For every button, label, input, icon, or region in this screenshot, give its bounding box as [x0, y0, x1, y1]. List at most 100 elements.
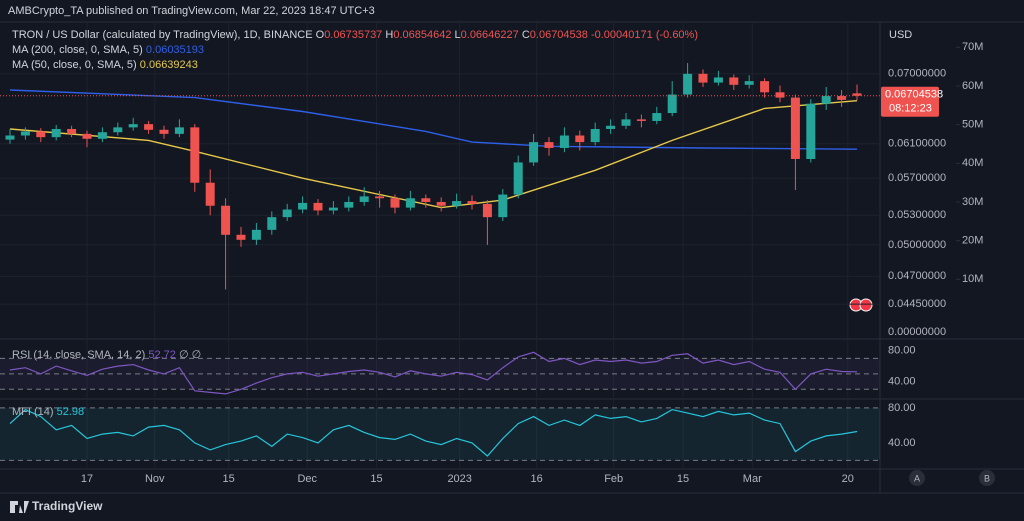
ma-legend: MA (200, close, 0, SMA, 5) 0.06035193: [12, 44, 204, 56]
candle-body: [113, 127, 123, 133]
y-tick-label: 80.00: [888, 345, 916, 357]
y2-tick-label: 70M: [962, 41, 983, 53]
candle-body: [205, 182, 215, 206]
candle-body: [683, 73, 693, 95]
ohlc-value: 0.06646227: [461, 29, 519, 41]
candle-body: [513, 162, 523, 195]
ma-name: MA (200, close, 0, SMA, 5): [12, 44, 143, 56]
y-tick-label: 0.07000000: [888, 68, 946, 80]
candle-body: [298, 202, 308, 210]
indicator-name: RSI (14, close, SMA, 14, 2): [12, 349, 145, 361]
x-tick-label: 20: [842, 473, 854, 485]
candle-body: [36, 131, 46, 138]
y2-tick-label: 30M: [962, 196, 983, 208]
candle-body: [405, 198, 415, 208]
x-tick-label: 15: [677, 473, 689, 485]
y2-tick-label: 60M: [962, 80, 983, 92]
candle-body: [128, 124, 138, 128]
candle-body: [713, 77, 723, 83]
x-tick-label: 17: [81, 473, 93, 485]
price-tag-countdown: 08:12:23: [889, 103, 932, 115]
currency: USD: [889, 29, 912, 41]
candle-body: [221, 205, 231, 235]
ma-legend: MA (50, close, 0, SMA, 5) 0.06639243: [12, 59, 198, 71]
y2-tick-label: 40M: [962, 157, 983, 169]
ohlc-value: 0.06704538: [530, 29, 588, 41]
candle-body: [390, 198, 400, 208]
y-tick-label: 0.05700000: [888, 172, 946, 184]
brand-name: TradingView: [32, 499, 103, 513]
ohlc-label: L: [455, 29, 461, 41]
candle-body: [482, 203, 492, 218]
candle-body: [529, 142, 539, 163]
x-tick-label: Mar: [743, 473, 762, 485]
y-tick-label: 40.00: [888, 375, 916, 387]
candle-body: [267, 217, 277, 230]
candle-body: [652, 113, 662, 121]
ma-name: MA (50, close, 0, SMA, 5): [12, 59, 137, 71]
indicator-name: MFI (14): [12, 406, 54, 418]
candle-body: [174, 127, 184, 134]
candle-body: [144, 124, 154, 130]
candle-body: [190, 127, 200, 183]
price-tag-value: 0.06704538: [885, 89, 943, 101]
x-tick-label: 15: [370, 473, 382, 485]
candle-body: [20, 131, 30, 136]
candle-body: [251, 229, 261, 240]
candle-body: [359, 196, 369, 202]
indicator-line: [9, 351, 858, 395]
x-tick-label: Dec: [297, 473, 317, 485]
candle-body: [159, 129, 169, 134]
x-tick-label: 16: [531, 473, 543, 485]
change-label: (-0.60%): [656, 29, 698, 41]
ma-line: [9, 89, 858, 150]
candle-body: [559, 135, 569, 148]
change: -0.00040171: [591, 29, 653, 41]
candle-body: [621, 119, 631, 126]
brand: TradingView: [10, 499, 103, 513]
candle-body: [575, 135, 585, 143]
y-tick-label: 0.04700000: [888, 270, 946, 282]
flag-icon: [859, 298, 873, 312]
scale-button[interactable]: A: [914, 473, 920, 483]
candle-body: [344, 201, 354, 208]
x-tick-label: Feb: [604, 473, 623, 485]
y-tick-label: 0.04450000: [888, 298, 946, 310]
header: AMBCrypto_TA published on TradingView.co…: [8, 5, 375, 17]
candle-body: [606, 125, 616, 129]
y-tick-label: 40.00: [888, 437, 916, 449]
x-tick-label: 2023: [447, 473, 471, 485]
candle-body: [806, 103, 816, 159]
candle-body: [67, 128, 77, 134]
flags: [849, 298, 873, 312]
candle-body: [590, 128, 600, 143]
candle-body: [729, 77, 739, 85]
candle-body: [498, 194, 508, 218]
scale-button[interactable]: B: [984, 473, 990, 483]
candle-body: [436, 201, 446, 206]
band-fill: [0, 407, 880, 461]
indicator-value: 52.72: [148, 349, 176, 361]
candle-body: [452, 201, 462, 206]
indicator-legend: RSI (14, close, SMA, 14, 2) 52.72 ∅ ∅: [12, 349, 201, 361]
candle-body: [775, 92, 785, 98]
x-tick-label: 15: [223, 473, 235, 485]
candle-body: [421, 198, 431, 202]
candle-body: [852, 93, 862, 96]
legend-title: TRON / US Dollar (calculated by TradingV…: [12, 29, 698, 41]
y2-tick-label: 50M: [962, 119, 983, 131]
y2-tick-label: 10M: [962, 273, 983, 285]
y2-tick-label: 20M: [962, 235, 983, 247]
ohlc-value: 0.06735737: [324, 29, 382, 41]
candle-body: [821, 96, 831, 104]
y-tick-label: 0.05000000: [888, 239, 946, 251]
price-tag: [881, 86, 939, 117]
candle-body: [97, 132, 107, 139]
indicator-legend: MFI (14) 52.98: [12, 406, 84, 418]
ma-value: 0.06639243: [140, 59, 198, 71]
scale-button-bg: [979, 470, 995, 486]
indicator-value: 52.98: [57, 406, 85, 418]
ma-value: 0.06035193: [146, 44, 204, 56]
indicator-suffix: ∅ ∅: [179, 349, 201, 361]
